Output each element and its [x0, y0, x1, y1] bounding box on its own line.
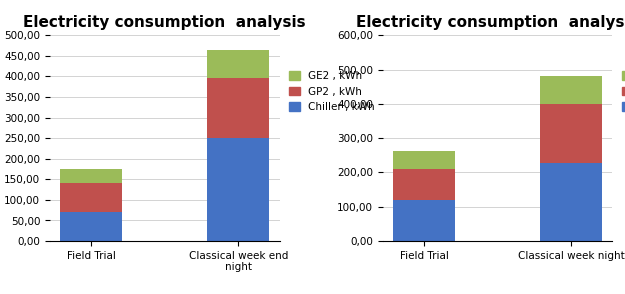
Bar: [208, 78, 269, 138]
Title: Electricity consumption  analysis: Electricity consumption analysis: [24, 15, 306, 30]
Bar: [393, 151, 455, 169]
Bar: [393, 169, 455, 200]
Bar: [208, 138, 269, 241]
Bar: [208, 50, 269, 78]
Bar: [541, 104, 602, 163]
Bar: [61, 212, 122, 241]
Legend: GE2 , kWh, GP2 , kWh, Chiller , kWh: GE2 , kWh, GP2 , kWh, Chiller , kWh: [289, 71, 375, 112]
Bar: [541, 76, 602, 104]
Bar: [393, 200, 455, 241]
Title: Electricity consumption  analysis: Electricity consumption analysis: [356, 15, 625, 30]
Legend: GE2 , kWh, GP2 , kWh, Chiller , kWh: GE2 , kWh, GP2 , kWh, Chiller , kWh: [622, 71, 625, 112]
Bar: [541, 163, 602, 241]
Bar: [61, 169, 122, 183]
Bar: [61, 183, 122, 212]
